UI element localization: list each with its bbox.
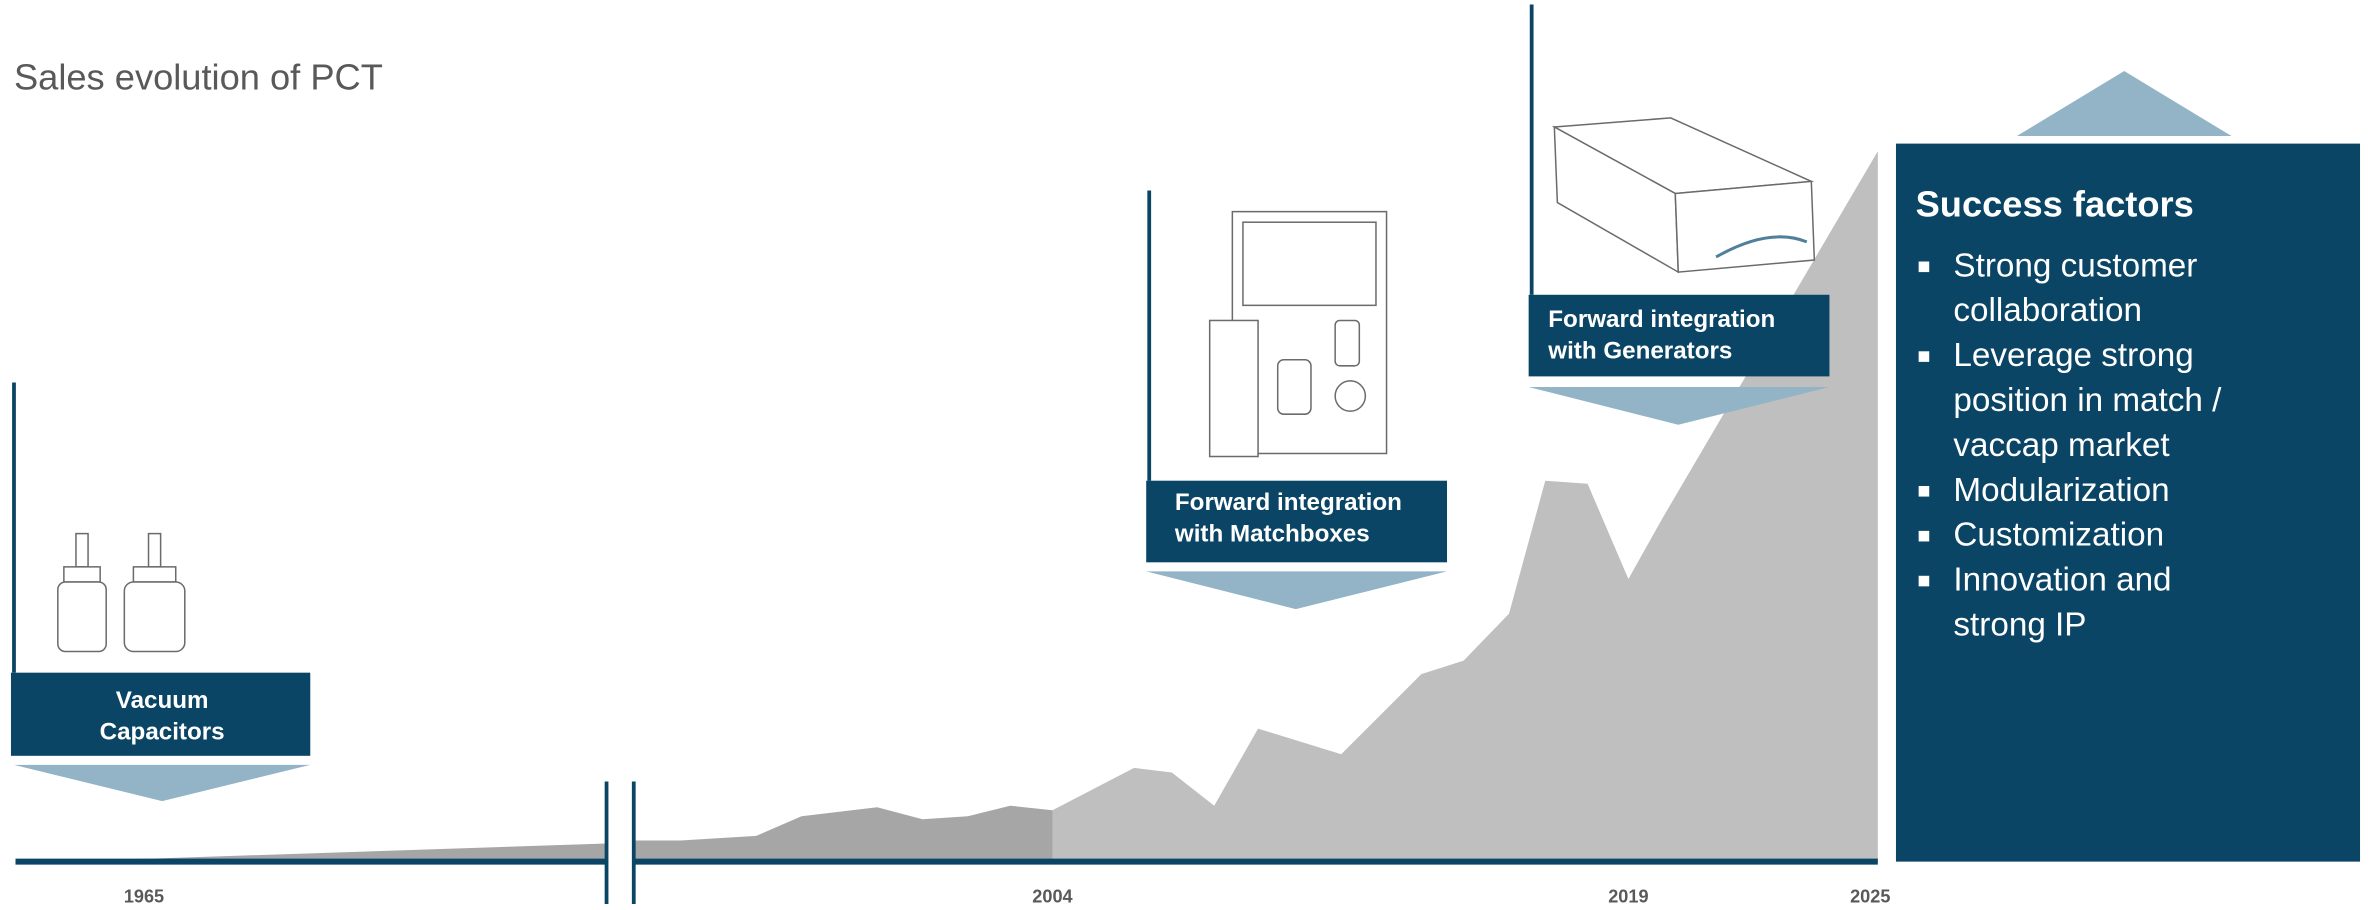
success-item: position in match / [1953,382,2222,419]
milestone-arrow [13,764,311,802]
area-early [15,843,607,862]
milestone-text: Forward integration [1175,489,1402,516]
year-label: 1965 [124,887,164,907]
bullet [1918,530,1930,542]
capacitor-icon [57,532,186,653]
milestone-text: Forward integration [1548,306,1775,333]
area-late [1052,151,1878,862]
area-mid [633,805,1053,862]
milestone-text: Vacuum [116,687,209,714]
success-item: Customization [1953,517,2164,554]
milestone-box [1528,294,1830,377]
matchbox-icon [1208,210,1388,458]
success-box [1895,143,2361,862]
success-item: Leverage strong [1953,337,2193,374]
milestone-text: with Generators [1547,338,1732,365]
bullet [1918,351,1930,362]
milestone-arrow [1528,386,1830,425]
year-label: 2019 [1608,887,1648,907]
title: Sales evolution of PCT [14,57,383,98]
year-label: 2004 [1032,887,1072,907]
success-item: Modularization [1953,472,2169,509]
bullet [1918,485,1930,497]
milestone-text: Capacitors [100,719,225,746]
success-list: Strong customer collaboration Leverage str… [1918,247,2222,644]
success-arrow [2016,71,2232,137]
success-item: strong IP [1953,607,2086,644]
axis-break-gap [608,778,633,907]
success-title: Success factors [1916,184,2194,225]
bullet [1918,261,1930,273]
year-label: 2025 [1850,887,1890,907]
success-item: collaboration [1953,292,2142,329]
milestone-box [1146,480,1448,563]
success-item: Strong customer [1953,247,2197,284]
success-item: Innovation and [1953,562,2171,599]
generator-icon [1551,117,1816,274]
success-item: vaccap market [1953,427,2169,464]
bullet [1918,575,1930,587]
milestone-text: with Matchboxes [1174,521,1370,548]
milestone-box [10,672,311,756]
milestone-arrow [1146,571,1448,610]
